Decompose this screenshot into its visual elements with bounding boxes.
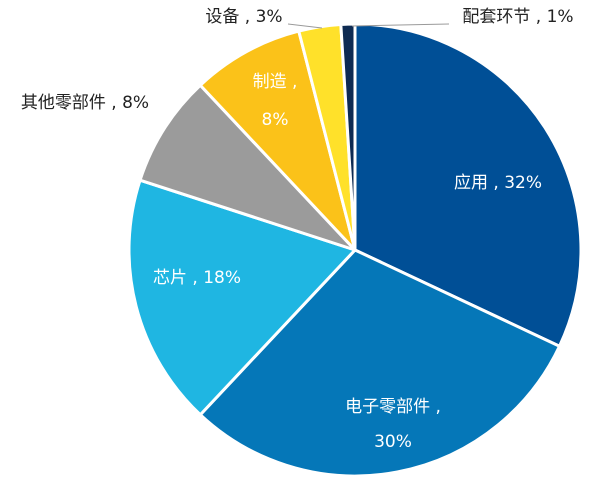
leader-lines [287, 23, 450, 29]
slice-label-5-value: 8% [262, 110, 289, 130]
slice-label-5: 制造 , [253, 72, 298, 92]
pie-slice-5 [198, 29, 357, 252]
pie-slice-1 [353, 22, 583, 348]
slice-label-3: 芯片 , 18% [153, 268, 241, 288]
leader-line-6 [287, 23, 323, 29]
pie-slices [127, 22, 583, 478]
slice-label-1: 应用 , 32% [454, 173, 542, 193]
slice-label-6: 设备 , 3% [205, 7, 282, 27]
pie-slice-7 [339, 22, 357, 252]
pie-slice-2 [198, 248, 561, 478]
slice-label-2: 电子零部件 , [345, 397, 441, 417]
slice-labels: 应用 , 32% 电子零部件 , 30% 芯片 , 18% 其他零部件 , 8% 制造 ,… [21, 7, 574, 452]
leader-line-7 [351, 23, 450, 27]
pie-slice-4 [138, 83, 357, 252]
slice-label-4: 其他零部件 , 8% [21, 93, 149, 113]
slice-label-7: 配套环节 , 1% [462, 7, 573, 27]
slice-label-2-value: 30% [374, 432, 412, 452]
pie-slice-3 [127, 178, 357, 417]
